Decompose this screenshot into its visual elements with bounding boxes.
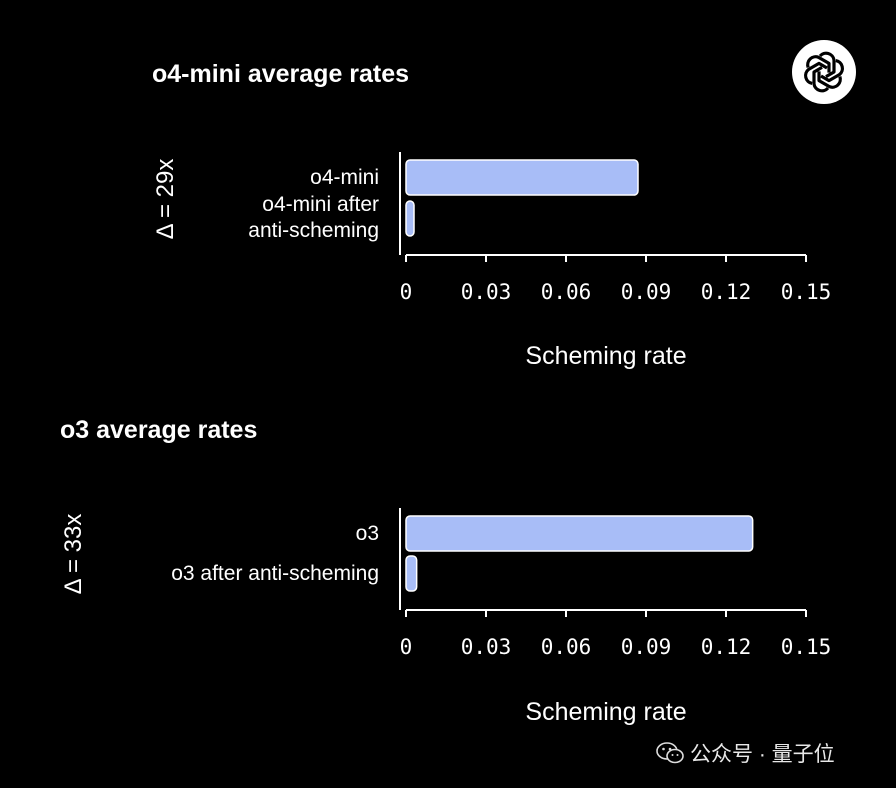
chart1-category-label-0: o4-mini (310, 165, 379, 191)
chart2-x-tick-label-4: 0.12 (700, 635, 752, 659)
chart1-category-label-1-line-0: o4-mini after (262, 193, 379, 216)
openai-logo-icon (792, 40, 856, 104)
chart2-bar-0 (405, 515, 754, 552)
chart1-category-label-0-line-0: o4-mini (310, 166, 379, 189)
chart2-x-tick-label-0: 0 (399, 635, 413, 659)
chart2-category-label-1: o3 after anti-scheming (171, 561, 379, 587)
chart2-x-tick-label-2: 0.06 (540, 635, 592, 659)
chart1-x-tick-label-1: 0.03 (460, 280, 512, 304)
chart2-title: o3 average rates (60, 416, 258, 444)
wechat-icon (656, 742, 684, 764)
chart1-bar-0 (405, 159, 639, 196)
chart1-category-label-1: o4-mini after anti-scheming (248, 192, 379, 245)
watermark-text: 公众号 · 量子位 (690, 743, 835, 766)
chart1-x-tick-label-2: 0.06 (540, 280, 592, 304)
openai-logo-glyph (804, 51, 844, 93)
chart1-x-tick-label-3: 0.09 (620, 280, 672, 304)
chart1-title: o4-mini average rates (152, 60, 410, 88)
chart1-x-tick-label-5: 0.15 (780, 280, 832, 304)
chart1-x-axis-label: Scheming rate (525, 342, 687, 370)
chart1-x-tick-label-4: 0.12 (700, 280, 752, 304)
chart2-bar-1 (405, 555, 418, 592)
chart1-x-tick-label-0: 0 (399, 280, 413, 304)
watermark: 公众号 · 量子位 (656, 738, 835, 768)
chart1-category-label-1-line-1: anti-scheming (248, 219, 379, 243)
chart2-x-tick-label-1: 0.03 (460, 635, 512, 659)
chart2-x-tick-label-5: 0.15 (780, 635, 832, 659)
chart2-category-label-0: o3 (356, 521, 379, 547)
chart1-bar-1 (405, 200, 415, 237)
chart2-x-axis-label: Scheming rate (525, 698, 687, 726)
chart2-category-label-0-line-0: o3 (355, 522, 379, 545)
chart2-category-label-1-line-0: o3 after anti-scheming (171, 562, 379, 585)
chart2-x-tick-label-3: 0.09 (620, 635, 672, 659)
